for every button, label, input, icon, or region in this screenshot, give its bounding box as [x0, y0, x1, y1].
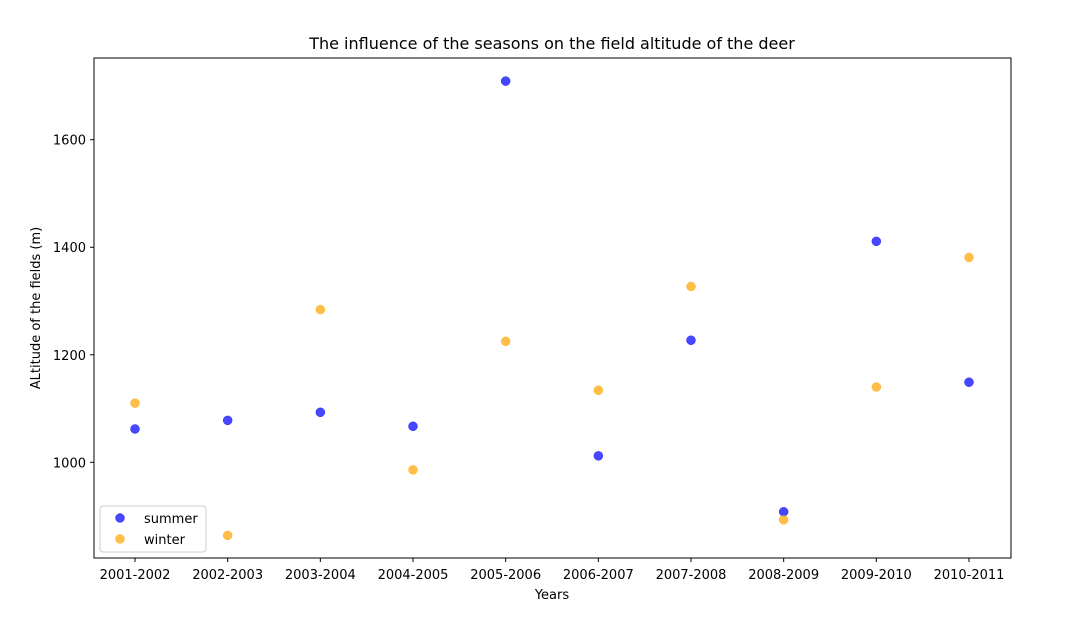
winter-point	[593, 385, 604, 396]
chart-title: The influence of the seasons on the fiel…	[308, 34, 795, 53]
summer-point	[130, 424, 140, 434]
legend-label-winter: winter	[144, 533, 186, 548]
summer-point	[500, 76, 511, 86]
winter-point	[686, 281, 696, 292]
y-tick-label: 1000	[53, 456, 86, 471]
data-points	[130, 76, 974, 541]
summer-point	[222, 415, 233, 426]
y-tick-label: 1400	[53, 241, 86, 256]
x-tick-label: 2010-2011	[934, 568, 1005, 583]
y-axis-label: ALtitude of the fields (m)	[29, 227, 44, 389]
x-tick-label: 2005-2006	[470, 568, 541, 583]
x-axis: 2001-2002 2002-2003 2003-2004 2004-2005 2005…	[100, 558, 1005, 583]
summer-point	[315, 407, 326, 418]
x-axis-label: Years	[534, 588, 570, 603]
winter-point	[500, 336, 511, 347]
y-axis: 1000 1200 1400 1600	[53, 134, 94, 471]
winter-point	[871, 382, 882, 392]
winter-point	[778, 515, 789, 525]
winter-point	[408, 465, 418, 475]
summer-point	[778, 507, 789, 517]
x-tick-label: 2009-2010	[841, 568, 912, 583]
x-tick-label: 2002-2003	[192, 568, 263, 583]
winter-point	[130, 398, 140, 408]
summer-point	[686, 335, 696, 346]
winter-point	[315, 304, 326, 315]
x-tick-label: 2003-2004	[285, 568, 356, 583]
x-tick-label: 2001-2002	[100, 568, 171, 583]
x-tick-label: 2007-2008	[656, 568, 727, 583]
winter-point	[222, 530, 233, 541]
legend-marker-summer	[115, 513, 125, 523]
winter-point	[964, 252, 974, 263]
y-tick-label: 1600	[53, 134, 86, 149]
plot-area	[93, 57, 1012, 559]
summer-point	[871, 236, 882, 247]
summer-point	[408, 421, 418, 432]
y-tick-label: 1200	[53, 349, 86, 364]
x-tick-label: 2006-2007	[563, 568, 634, 583]
legend-box	[99, 505, 207, 553]
legend-marker-winter	[115, 534, 125, 544]
summer-point	[593, 451, 604, 461]
x-tick-label: 2008-2009	[748, 568, 819, 583]
x-tick-label: 2004-2005	[378, 568, 449, 583]
legend-label-summer: summer	[144, 512, 198, 527]
legend: summer winter	[99, 505, 207, 553]
summer-point	[964, 377, 974, 387]
